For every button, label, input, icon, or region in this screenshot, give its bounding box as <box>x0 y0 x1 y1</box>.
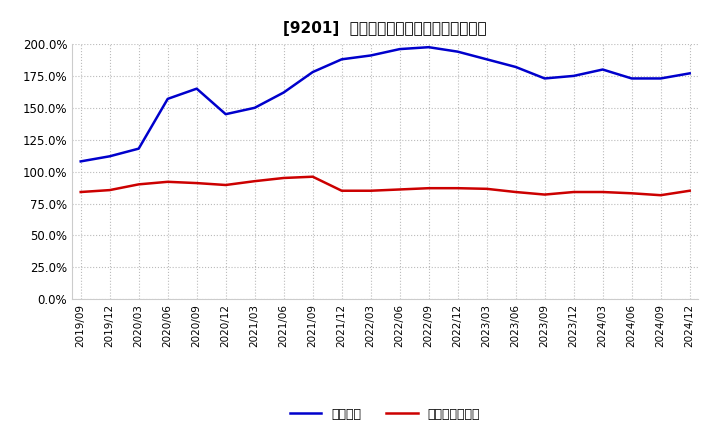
固定長期適合率 <box>76 189 85 194</box>
固定比率 <box>627 76 636 81</box>
固定長期適合率 <box>395 187 404 192</box>
固定比率 <box>570 73 578 78</box>
固定長期適合率 <box>627 191 636 196</box>
固定長期適合率 <box>511 189 520 194</box>
固定比率 <box>251 105 259 110</box>
固定長期適合率 <box>454 186 462 191</box>
固定比率 <box>424 44 433 50</box>
固定比率 <box>192 86 201 92</box>
固定比率 <box>395 47 404 52</box>
固定比率 <box>598 67 607 72</box>
固定比率 <box>482 57 491 62</box>
固定長期適合率 <box>251 179 259 184</box>
固定比率 <box>163 96 172 102</box>
固定比率 <box>338 57 346 62</box>
固定長期適合率 <box>338 188 346 194</box>
固定長期適合率 <box>163 179 172 184</box>
固定比率 <box>221 111 230 117</box>
固定比率 <box>454 49 462 54</box>
固定長期適合率 <box>482 186 491 191</box>
固定比率 <box>135 146 143 151</box>
固定長期適合率 <box>541 192 549 197</box>
固定比率 <box>657 76 665 81</box>
固定長期適合率 <box>598 189 607 194</box>
固定長期適合率 <box>192 180 201 186</box>
固定比率 <box>105 154 114 159</box>
Line: 固定比率: 固定比率 <box>81 47 690 161</box>
固定長期適合率 <box>657 193 665 198</box>
固定比率 <box>76 159 85 164</box>
Legend: 固定比率, 固定長期適合率: 固定比率, 固定長期適合率 <box>285 403 485 425</box>
固定比率 <box>279 90 288 95</box>
固定比率 <box>366 53 375 58</box>
固定長期適合率 <box>105 187 114 193</box>
固定長期適合率 <box>135 182 143 187</box>
固定長期適合率 <box>424 186 433 191</box>
固定長期適合率 <box>221 182 230 187</box>
Line: 固定長期適合率: 固定長期適合率 <box>81 177 690 195</box>
固定長期適合率 <box>685 188 694 194</box>
固定比率 <box>511 64 520 70</box>
固定比率 <box>541 76 549 81</box>
固定長期適合率 <box>570 189 578 194</box>
固定長期適合率 <box>308 174 317 180</box>
固定長期適合率 <box>279 175 288 180</box>
固定比率 <box>308 70 317 75</box>
Title: [9201]  固定比率、固定長期適合率の推移: [9201] 固定比率、固定長期適合率の推移 <box>284 21 487 36</box>
固定長期適合率 <box>366 188 375 194</box>
固定比率 <box>685 71 694 76</box>
